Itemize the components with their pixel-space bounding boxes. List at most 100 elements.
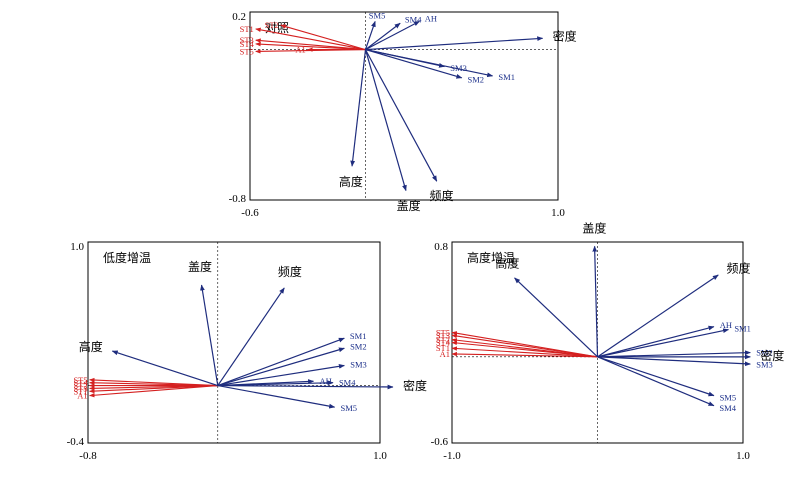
env-label: 频度	[278, 264, 302, 279]
env-vector	[365, 49, 463, 79]
env-vector	[365, 22, 401, 51]
species-vector	[451, 346, 598, 358]
env-label: SM5	[369, 11, 386, 21]
env-vector	[597, 274, 719, 358]
env-label: SM3	[450, 63, 467, 73]
env-label: SM4	[405, 15, 422, 25]
env-vector	[217, 384, 336, 409]
env-label: AH	[720, 320, 732, 330]
env-label: 频度	[429, 188, 453, 203]
panel-title: 低度增温	[103, 250, 151, 265]
env-label: SM2	[468, 74, 485, 84]
x-tick-label: 1.0	[373, 450, 387, 462]
species-label: ST2	[265, 20, 279, 30]
env-label: SM4	[719, 403, 736, 413]
env-vector	[217, 287, 285, 386]
env-vector	[597, 328, 730, 358]
x-tick-label: 1.0	[736, 450, 750, 462]
plot-frame	[249, 11, 559, 201]
env-label: 盖度	[397, 198, 421, 213]
env-vector	[217, 337, 345, 387]
species-vector	[451, 333, 598, 358]
species-vector	[89, 385, 218, 398]
x-tick-label: -0.6	[241, 207, 259, 219]
env-vector	[597, 325, 715, 358]
env-vector	[217, 347, 345, 387]
env-label: 高度	[495, 256, 519, 271]
env-label: SM2	[350, 342, 367, 352]
env-vector	[364, 20, 376, 50]
species-label: ST2	[73, 381, 87, 391]
env-vector	[365, 36, 544, 51]
species-vector	[451, 351, 598, 358]
env-vector	[217, 380, 334, 387]
env-label: 盖度	[188, 259, 212, 274]
species-vector	[451, 340, 598, 358]
species-vector	[255, 42, 366, 51]
env-label: 高度	[339, 174, 363, 189]
plot-frame	[87, 241, 381, 444]
y-tick-label: 0.8	[434, 241, 448, 253]
species-label: ST5	[436, 327, 450, 337]
env-vector	[364, 49, 407, 192]
env-vector	[217, 384, 394, 390]
env-label: SM4	[339, 378, 356, 388]
env-vector	[111, 350, 218, 387]
env-vector	[200, 284, 219, 386]
env-label: SM5	[340, 403, 357, 413]
env-vector	[597, 356, 715, 397]
x-tick-label: 1.0	[551, 207, 565, 219]
species-label: A1	[77, 391, 87, 401]
env-vector	[365, 49, 494, 78]
species-label: ST4	[240, 39, 255, 49]
y-tick-label: -0.6	[431, 436, 449, 448]
env-label: 频度	[727, 260, 751, 275]
env-label: SM1	[498, 72, 515, 82]
species-label: ST4	[436, 338, 451, 348]
env-label: SM3	[350, 360, 367, 370]
species-label: ST3	[73, 383, 87, 393]
env-label: SM2	[756, 347, 773, 357]
species-label: ST3	[240, 35, 254, 45]
species-label: ST1	[240, 24, 254, 34]
x-tick-label: -0.8	[79, 450, 97, 462]
species-label: A1	[295, 45, 305, 55]
species-label: ST1	[436, 343, 450, 353]
env-vector	[597, 356, 751, 367]
species-label: ST3	[436, 330, 450, 340]
env-vector	[597, 356, 715, 407]
y-tick-label: -0.8	[229, 193, 247, 205]
y-tick-label: 1.0	[70, 241, 84, 253]
env-label: SM1	[734, 323, 751, 333]
env-label: AH	[425, 14, 437, 24]
species-label: ST1	[73, 386, 87, 396]
env-label: AH	[319, 376, 331, 386]
panel-title: 高度增温	[467, 250, 515, 265]
species-label: ST4	[73, 378, 88, 388]
env-vector	[365, 20, 420, 51]
env-vector	[350, 49, 367, 167]
y-tick-label: -0.4	[67, 436, 85, 448]
x-tick-label: -1.0	[443, 450, 461, 462]
y-tick-label: 0.2	[232, 11, 246, 23]
env-label: 高度	[79, 339, 103, 354]
species-vector	[255, 27, 366, 51]
env-vector	[597, 350, 751, 358]
species-vector	[255, 38, 366, 51]
species-label: A1	[440, 349, 450, 359]
env-label: SM5	[720, 393, 737, 403]
env-label: 密度	[760, 348, 784, 363]
env-label: SM3	[756, 359, 773, 369]
species-vector	[89, 385, 218, 394]
env-vector	[217, 363, 345, 387]
env-vector	[514, 277, 598, 358]
species-vector	[280, 24, 366, 51]
env-label: 密度	[403, 378, 427, 393]
env-vector	[364, 49, 438, 182]
env-vector	[592, 245, 599, 357]
species-label: ST5	[240, 46, 254, 56]
